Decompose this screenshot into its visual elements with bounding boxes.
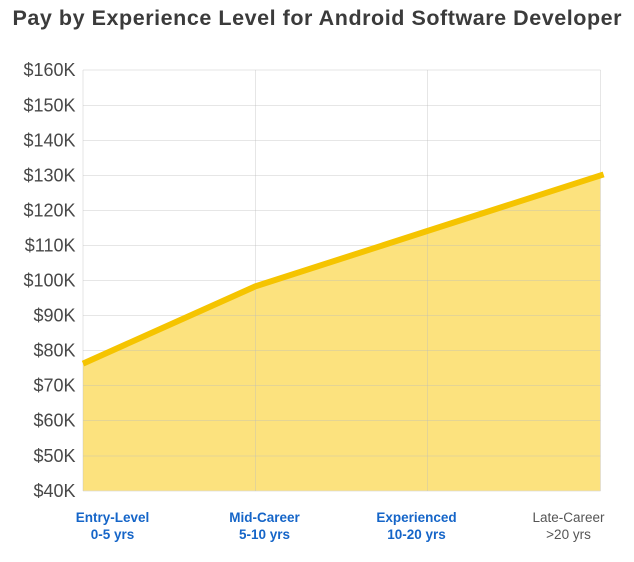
svg-text:$160K: $160K: [23, 60, 75, 80]
svg-text:$140K: $140K: [23, 130, 75, 150]
svg-text:$100K: $100K: [23, 271, 75, 291]
svg-text:$80K: $80K: [33, 341, 75, 361]
svg-text:$70K: $70K: [33, 376, 75, 396]
svg-text:$150K: $150K: [23, 95, 75, 115]
svg-text:$130K: $130K: [23, 165, 75, 185]
svg-text:$40K: $40K: [33, 481, 75, 501]
svg-text:$120K: $120K: [23, 200, 75, 220]
svg-text:$50K: $50K: [33, 446, 75, 466]
svg-text:$90K: $90K: [33, 306, 75, 326]
svg-text:$60K: $60K: [33, 411, 75, 431]
svg-text:$110K: $110K: [25, 236, 76, 256]
